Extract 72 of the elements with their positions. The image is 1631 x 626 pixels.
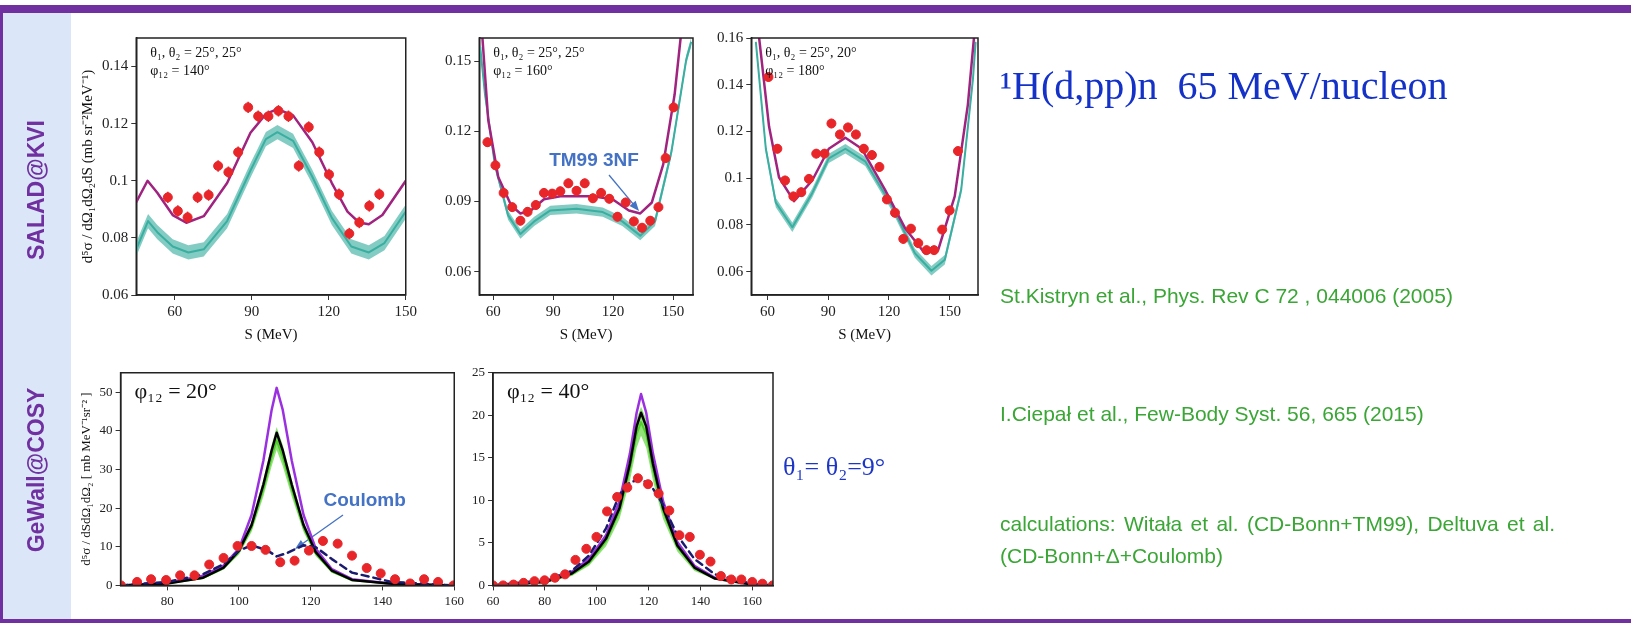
x-tick-label: 120	[317, 302, 340, 319]
y-tick-label: 15	[472, 449, 485, 465]
y-tick-label: 0.08	[717, 215, 744, 232]
text: I.Ciepał et al., Few-Body Syst. 56, 665 (2015)	[1000, 401, 1425, 427]
annotation: φ₁₂ = 40°	[507, 377, 590, 403]
x-axis-title: S (MeV)	[838, 325, 892, 343]
y-tick-label: 10	[472, 491, 485, 507]
x-tick-label: 80	[538, 592, 552, 608]
x-tick-label: 90	[244, 302, 260, 319]
y-tick-label: 0.06	[102, 285, 129, 302]
x-tick-label: 60	[486, 592, 500, 608]
y-tick-label: 25	[472, 364, 485, 380]
x-tick-label: 100	[229, 592, 249, 608]
y-tick-label: 0.08	[102, 228, 129, 245]
annotation: θ₁, θ₂ = 25°, 20°	[765, 44, 857, 60]
x-tick-label: 160	[742, 592, 763, 608]
y-tick-label: 0.14	[102, 57, 129, 74]
x-tick-label: 140	[690, 592, 711, 608]
annotation: θ₁, θ₂ = 25°, 25°	[493, 44, 585, 60]
y-tick-label: 0	[106, 576, 113, 592]
text: SALAD@KVI	[22, 120, 50, 260]
x-tick-label: 120	[638, 592, 659, 608]
y-tick-label: 50	[99, 383, 113, 399]
x-tick-label: 140	[372, 592, 393, 608]
y-tick-label: 0.12	[445, 122, 472, 139]
y-tick-label: 0.12	[102, 114, 129, 131]
y-tick-label: 0.1	[724, 169, 744, 186]
text: calculations: Witała et al. (CD-Bonn+TM99), Deltuva et al. (CD-Bonn+Δ+Coulomb)	[1000, 511, 1555, 569]
y-tick-label: 5	[478, 534, 485, 550]
text: GeWall@COSY	[22, 387, 50, 553]
x-tick-label: 60	[167, 302, 183, 319]
x-axis-title: S (MeV)	[244, 325, 298, 343]
annotation: φ₁₂ = 20°	[134, 377, 217, 403]
annotation: φ₁₂ = 140°	[150, 62, 210, 78]
y-tick-label: 0.06	[445, 262, 472, 279]
y-tick-label: 0.15	[445, 52, 472, 69]
annotation: φ₁₂ = 160°	[493, 62, 553, 78]
annotation: Coulomb	[323, 489, 406, 511]
y-tick-label: 0	[478, 576, 485, 592]
y-axis-title: d⁵σ / dΩ₁dΩ₂dS (mb sr⁻²MeV⁻¹)	[78, 69, 96, 264]
y-tick-label: 0.1	[109, 171, 129, 188]
y-tick-label: 0.16	[717, 28, 744, 45]
x-tick-label: 90	[820, 302, 836, 319]
x-tick-label: 60	[759, 302, 775, 319]
y-tick-label: 20	[472, 406, 485, 422]
y-tick-label: 30	[99, 460, 113, 476]
y-tick-label: 40	[99, 422, 113, 438]
x-tick-label: 120	[300, 592, 321, 608]
y-tick-label: 0.12	[717, 122, 744, 139]
y-tick-label: 0.09	[445, 192, 472, 209]
text: θ₁= θ₂=9°	[783, 452, 886, 482]
y-tick-label: 20	[99, 499, 113, 515]
x-tick-label: 160	[444, 592, 464, 608]
x-tick-label: 100	[586, 592, 607, 608]
annotation: TM99 3NF	[549, 149, 639, 171]
x-tick-label: 150	[661, 302, 685, 319]
x-tick-label: 150	[394, 302, 417, 319]
x-tick-label: 80	[160, 592, 174, 608]
y-tick-label: 0.14	[717, 75, 744, 92]
y-tick-label: 0.06	[717, 262, 744, 279]
text: ¹H(d,pp)n 65 MeV/nucleon	[1000, 62, 1448, 109]
x-axis-title: S (MeV)	[559, 325, 613, 343]
x-tick-label: 150	[938, 302, 961, 319]
x-tick-label: 120	[877, 302, 901, 319]
x-tick-label: 60	[485, 302, 501, 319]
x-tick-label: 120	[601, 302, 625, 319]
annotation: φ₁₂ = 180°	[765, 62, 825, 78]
text: St.Kistryn et al., Phys. Rev C 72 , 044006 (2005)	[1000, 283, 1454, 309]
x-tick-label: 90	[545, 302, 561, 319]
annotation: θ₁, θ₂ = 25°, 25°	[150, 44, 242, 60]
y-tick-label: 10	[99, 538, 113, 554]
y-axis-title: d⁵σ / dSdΩ₁dΩ₂ [ mb MeV⁻¹sr⁻² ]	[78, 392, 94, 566]
